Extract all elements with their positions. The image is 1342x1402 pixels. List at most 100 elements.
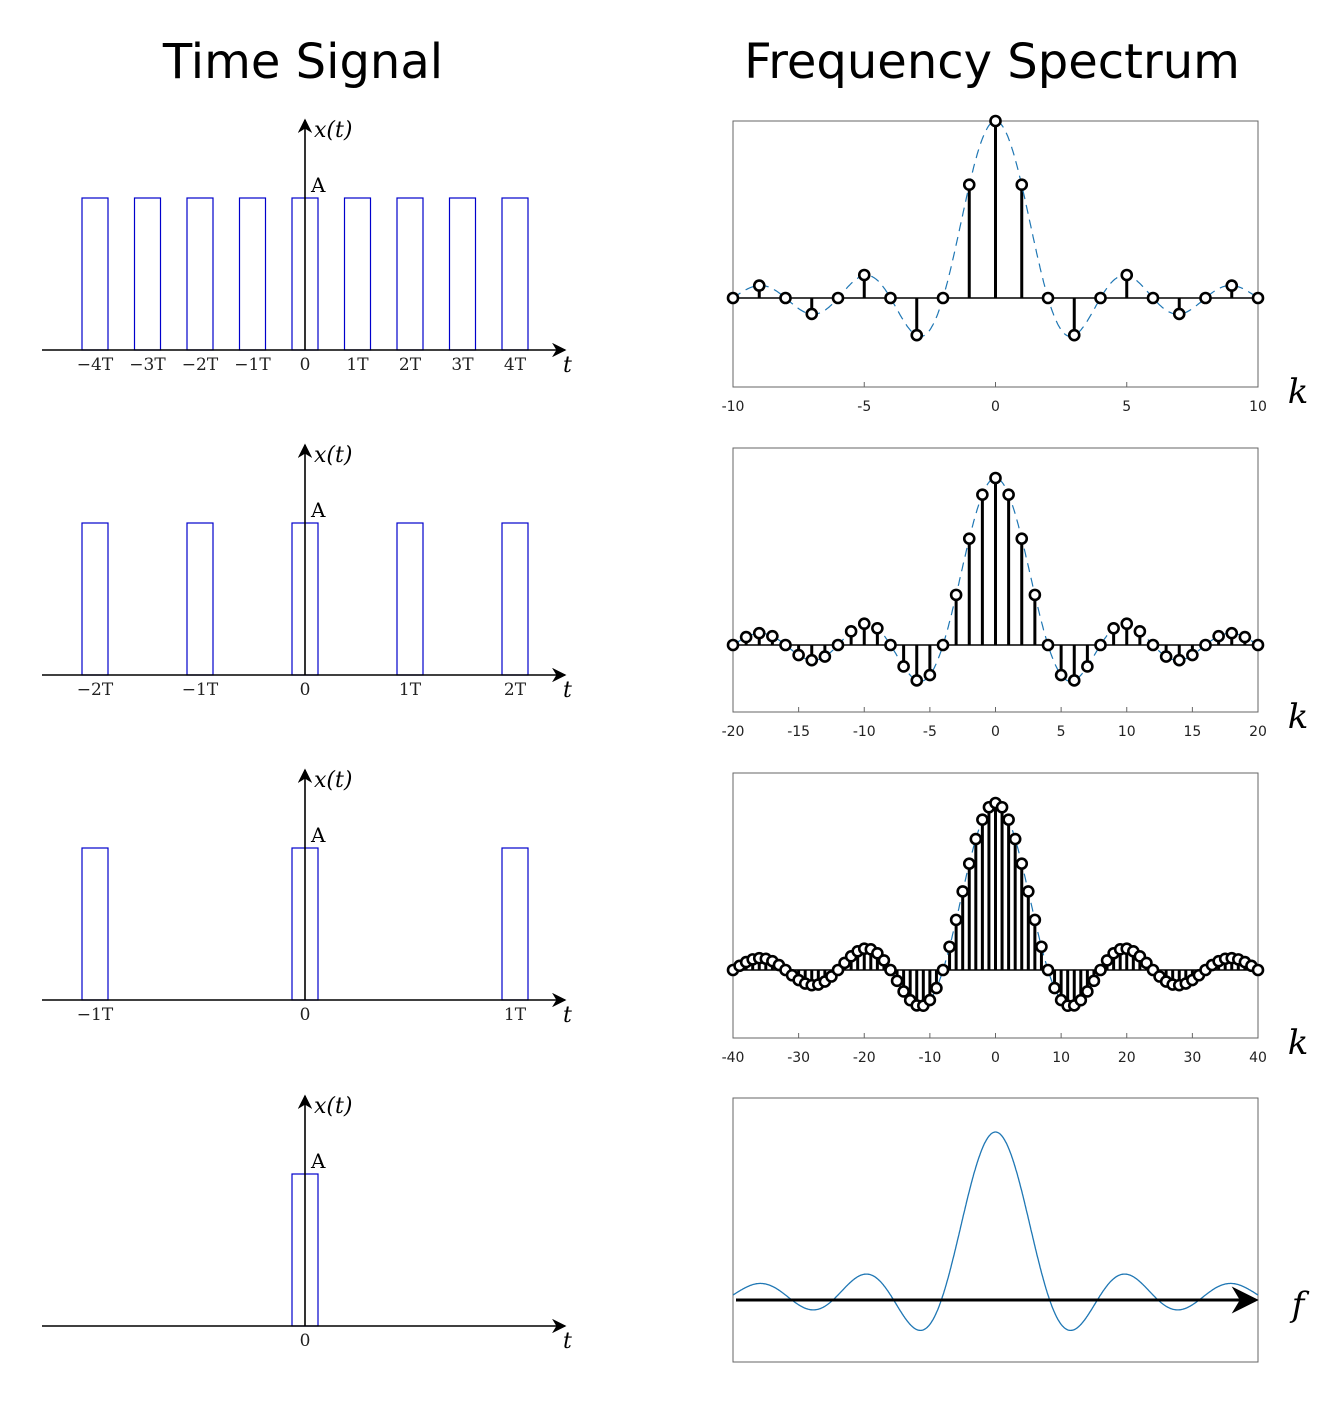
time-tick-label: −2T xyxy=(182,355,219,375)
frequency-tick-label: 10 xyxy=(1052,1050,1070,1066)
stem-marker xyxy=(910,674,924,687)
amplitude-label: A xyxy=(310,823,326,847)
time-tick-label: −3T xyxy=(129,355,166,375)
pulse xyxy=(238,197,267,351)
k-axis-label: k xyxy=(1288,372,1309,412)
stem-marker xyxy=(962,857,976,870)
y-axis-label: x(t) xyxy=(314,768,352,793)
stem-marker xyxy=(779,291,792,305)
time-tick-label: 4T xyxy=(504,355,527,375)
spectrum-panel-2: -20 -15 -10 -5 0 5 10 15 20 k xyxy=(722,447,1309,740)
stem-marker xyxy=(1054,668,1068,682)
stem-marker xyxy=(726,638,740,652)
stem-marker xyxy=(1225,626,1239,640)
stem-marker xyxy=(1251,963,1265,977)
stem-marker xyxy=(1015,178,1029,192)
x-axis-label: t xyxy=(563,1329,572,1354)
time-tick-label: −2T xyxy=(77,680,114,700)
right-column-title: Frequency Spectrum xyxy=(744,34,1240,90)
stem-marker xyxy=(805,307,819,321)
f-axis-label: f xyxy=(1289,1285,1310,1325)
stem-marker xyxy=(1081,985,1094,998)
stem-marker xyxy=(1074,993,1088,1007)
stem-marker xyxy=(890,974,904,988)
pulse xyxy=(133,197,162,351)
stem-marker xyxy=(1199,291,1212,305)
amplitude-label: A xyxy=(310,173,326,197)
stem-marker xyxy=(962,532,976,545)
stem-marker xyxy=(857,617,871,631)
plot-frame xyxy=(732,1097,1259,1363)
frequency-tick-label: -30 xyxy=(787,1050,810,1066)
stem-marker xyxy=(884,638,897,652)
stem-marker xyxy=(1120,617,1134,631)
frequency-tick-label: -10 xyxy=(722,399,745,415)
time-signal-panels: x(t) At −4T −3T −2T −1T 0 1T 2T 3T 4T x(t) At −2T −1T 0… xyxy=(42,118,572,1354)
time-tick-label: 2T xyxy=(504,680,527,700)
frequency-tick-label: 5 xyxy=(1057,724,1066,740)
stem-marker xyxy=(1172,307,1186,321)
stem-marker xyxy=(1238,630,1252,644)
spectrum-panel-1: -10 -5 0 5 10 k xyxy=(722,114,1309,415)
frequency-spectrum-panels: -10 -5 0 5 10 k-20 -15 -10 -5 0 5 10 15 20 k-40 -30 -20-… xyxy=(722,114,1310,1363)
stem-marker xyxy=(1186,648,1199,662)
time-tick-label: −1T xyxy=(234,355,271,375)
time-tick-label: −1T xyxy=(182,680,219,700)
x-axis-label: t xyxy=(563,678,572,703)
stem-marker xyxy=(943,940,956,954)
pulse xyxy=(343,197,372,351)
stem-marker xyxy=(1035,940,1048,954)
stem-marker xyxy=(1041,963,1055,977)
y-axis-label: x(t) xyxy=(314,118,352,143)
pulse xyxy=(501,197,529,351)
stem-marker xyxy=(1028,913,1042,927)
stem-marker xyxy=(1008,832,1022,846)
stem-marker xyxy=(1002,813,1015,826)
stem-marker xyxy=(962,178,976,192)
stem-marker xyxy=(1212,629,1225,643)
time-tick-label: 3T xyxy=(451,355,474,375)
stem-marker xyxy=(752,279,766,292)
frequency-tick-label: 0 xyxy=(991,724,1000,740)
stem-marker xyxy=(1048,981,1061,995)
stem-marker xyxy=(1146,638,1160,652)
stem-marker xyxy=(857,268,871,282)
stem-marker xyxy=(844,625,858,638)
frequency-tick-label: 15 xyxy=(1183,724,1201,740)
stem-marker xyxy=(989,114,1002,128)
spectrum-panel-3: -40 -30 -20 -10 0 10 20 30 40 k xyxy=(722,772,1308,1066)
stem-marker xyxy=(1081,660,1094,673)
pulse xyxy=(501,847,529,1001)
pulse xyxy=(81,197,109,351)
stem-marker xyxy=(818,650,832,663)
stem-marker xyxy=(930,981,943,995)
y-axis-label: x(t) xyxy=(314,443,352,468)
frequency-tick-label: -5 xyxy=(857,399,871,415)
stem-marker xyxy=(969,832,983,846)
frequency-tick-label: 20 xyxy=(1118,1050,1136,1066)
left-column-title: Time Signal xyxy=(162,34,443,90)
stem-marker xyxy=(1225,279,1239,292)
stem-marker xyxy=(995,800,1009,814)
stem-marker xyxy=(1002,488,1015,501)
time-tick-label: 1T xyxy=(399,680,422,700)
frequency-tick-label: 40 xyxy=(1249,1050,1267,1066)
stem-marker xyxy=(1251,291,1265,305)
stem-marker xyxy=(936,963,950,977)
k-axis-label: k xyxy=(1288,697,1309,737)
stem-marker xyxy=(956,885,969,898)
spectrum-curve xyxy=(732,1131,1259,1332)
frequency-tick-label: -15 xyxy=(787,724,810,740)
time-panel-1: x(t) At −4T −3T −2T −1T 0 1T 2T 3T 4T xyxy=(42,118,572,378)
stem-marker xyxy=(739,630,753,644)
time-tick-label: 0 xyxy=(300,355,311,375)
pulse xyxy=(448,197,477,351)
stem-marker xyxy=(831,291,845,305)
time-tick-label: −1T xyxy=(77,1005,114,1025)
stem-marker xyxy=(792,648,805,662)
frequency-tick-label: 10 xyxy=(1118,724,1136,740)
stem-marker xyxy=(1028,588,1042,602)
frequency-tick-label: -10 xyxy=(918,1050,941,1066)
stem-marker xyxy=(936,291,950,305)
